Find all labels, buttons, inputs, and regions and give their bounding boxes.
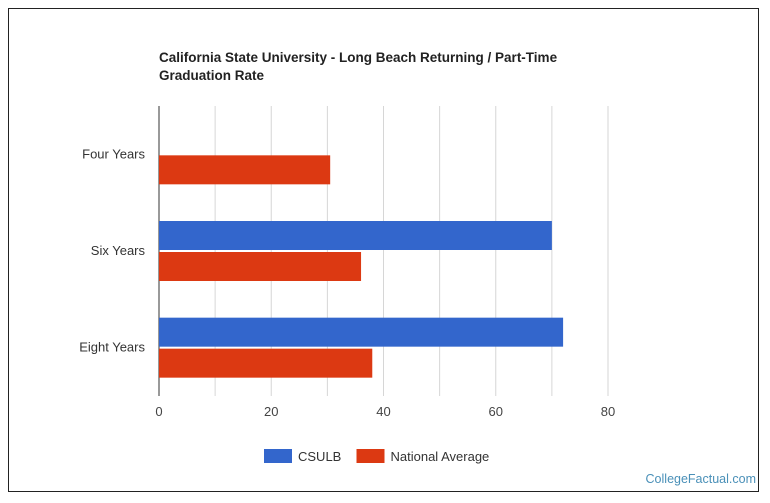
legend-label: CSULB (298, 449, 341, 464)
bar-national-average (159, 155, 331, 185)
watermark-link[interactable]: CollegeFactual.com (645, 472, 756, 486)
category-label: Six Years (91, 243, 146, 258)
x-tick-label: 80 (601, 404, 615, 419)
x-tick-label: 0 (155, 404, 162, 419)
chart-title: California State University - Long Beach… (159, 50, 558, 83)
legend-swatch (356, 449, 385, 463)
x-tick-label: 60 (489, 404, 503, 419)
legend-label: National Average (391, 449, 490, 464)
category-label: Four Years (82, 146, 145, 161)
x-tick-label: 40 (376, 404, 390, 419)
x-tick-label: 20 (264, 404, 278, 419)
bar-national-average (159, 348, 373, 378)
category-label: Eight Years (79, 340, 145, 355)
bar-national-average (159, 252, 362, 281)
legend-swatch (264, 449, 292, 463)
bar-csulb (159, 317, 564, 347)
bar-csulb (159, 221, 552, 250)
